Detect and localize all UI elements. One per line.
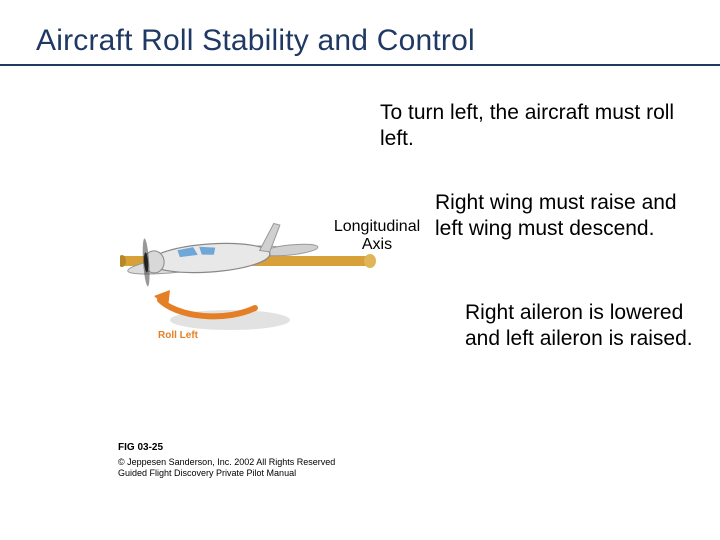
title-underline xyxy=(0,64,720,66)
body-text-2: Right wing must raise and left wing must… xyxy=(435,190,695,241)
page-title: Aircraft Roll Stability and Control xyxy=(36,24,475,58)
roll-left-label: Roll Left xyxy=(158,330,198,341)
figure-number: FIG 03-25 xyxy=(118,442,335,455)
body-text-3: Right aileron is lowered and left ailero… xyxy=(465,300,695,351)
axis-end-icon xyxy=(364,254,376,268)
figure-caption: FIG 03-25 © Jeppesen Sanderson, Inc. 200… xyxy=(118,442,335,479)
fuselage-icon xyxy=(149,240,271,276)
source-line: Guided Flight Discovery Private Pilot Ma… xyxy=(118,468,335,479)
roll-arrow-icon xyxy=(160,300,255,316)
copyright-line: © Jeppesen Sanderson, Inc. 2002 All Righ… xyxy=(118,457,335,468)
body-text-1: To turn left, the aircraft must roll lef… xyxy=(380,100,680,151)
